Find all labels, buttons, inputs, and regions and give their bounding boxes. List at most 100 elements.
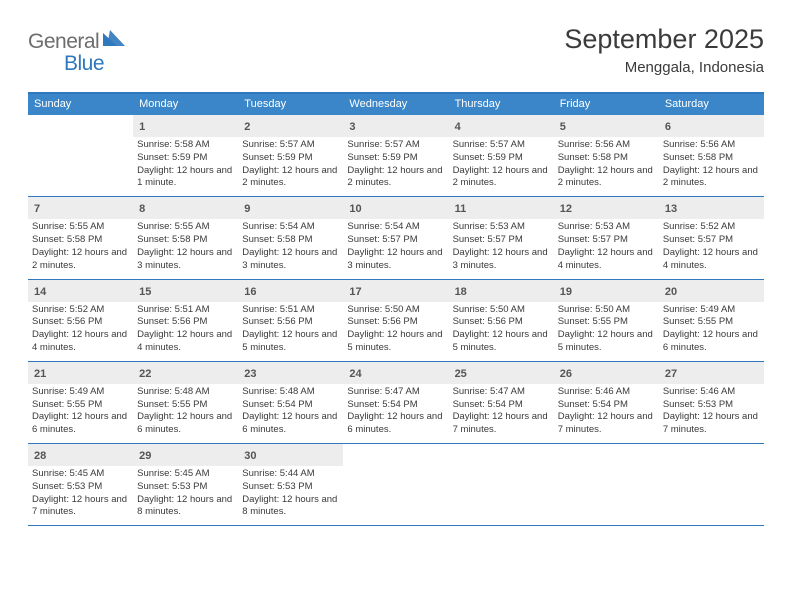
calendar-body: 1 Sunrise: 5:58 AM Sunset: 5:59 PM Daylight…	[28, 115, 764, 526]
calendar-day: 7Sunrise: 5:55 AMSunset: 5:58 PMDaylight…	[28, 197, 133, 278]
day-number	[455, 450, 458, 462]
day-number: 24	[349, 368, 361, 380]
sunrise-line: Sunrise: 5:54 AM	[347, 221, 444, 234]
sunrise-line: Sunrise: 5:48 AM	[137, 386, 234, 399]
calendar-week: 28Sunrise: 5:45 AMSunset: 5:53 PMDayligh…	[28, 444, 764, 526]
weekday-header: Monday	[133, 94, 238, 115]
daylight-line: Daylight: 12 hours and 7 minutes.	[453, 411, 550, 437]
daylight-line: Daylight: 12 hours and 3 minutes.	[453, 247, 550, 273]
sunset-line: Sunset: 5:56 PM	[453, 316, 550, 329]
daylight-line: Daylight: 12 hours and 4 minutes.	[663, 247, 760, 273]
calendar-day: 27Sunrise: 5:46 AMSunset: 5:53 PMDayligh…	[659, 362, 764, 443]
sunset-line: Sunset: 5:57 PM	[453, 234, 550, 247]
calendar-day-empty	[449, 444, 554, 525]
sunrise-line: Sunrise: 5:56 AM	[558, 139, 655, 152]
day-number: 17	[349, 286, 361, 298]
sunset-line: Sunset: 5:53 PM	[137, 481, 234, 494]
calendar-day: 24 Sunrise: 5:47 AMSunset: 5:54 PMDayligh…	[343, 362, 448, 443]
daylight-line: Daylight: 12 hours and 2 minutes.	[242, 165, 339, 191]
day-number-row: 10	[343, 197, 448, 219]
daylight-line: Daylight: 12 hours and 6 minutes.	[347, 411, 444, 437]
sunset-line: Sunset: 5:57 PM	[347, 234, 444, 247]
day-number: 2	[244, 121, 250, 133]
calendar-day: 4Sunrise: 5:57 AMSunset: 5:59 PMDaylight…	[449, 115, 554, 196]
calendar-day: 28Sunrise: 5:45 AMSunset: 5:53 PMDayligh…	[28, 444, 133, 525]
sunrise-line: Sunrise: 5:50 AM	[558, 304, 655, 317]
day-number-row: 8	[133, 197, 238, 219]
daylight-line: Daylight: 12 hours and 3 minutes.	[137, 247, 234, 273]
sunrise-line: Sunrise: 5:51 AM	[242, 304, 339, 317]
sunset-line: Sunset: 5:56 PM	[137, 316, 234, 329]
daylight-line: Daylight: 12 hours and 1 minute.	[137, 165, 234, 191]
day-number-row: 29	[133, 444, 238, 466]
calendar-day: 5Sunrise: 5:56 AMSunset: 5:58 PMDaylight…	[554, 115, 659, 196]
day-number: 10	[349, 203, 361, 215]
calendar-day: 25Sunrise: 5:47 AMSunset: 5:54 PMDayligh…	[449, 362, 554, 443]
day-number: 20	[665, 286, 677, 298]
calendar-day: 16Sunrise: 5:51 AMSunset: 5:56 PMDayligh…	[238, 280, 343, 361]
sunrise-line: Sunrise: 5:46 AM	[663, 386, 760, 399]
day-number-row: 5	[554, 115, 659, 137]
sunrise-line: Sunrise: 5:53 AM	[453, 221, 550, 234]
calendar-day: 22Sunrise: 5:48 AMSunset: 5:55 PMDayligh…	[133, 362, 238, 443]
day-number-row: 6	[659, 115, 764, 137]
daylight-line: Daylight: 12 hours and 4 minutes.	[558, 247, 655, 273]
sunset-line: Sunset: 5:53 PM	[663, 399, 760, 412]
sunset-line: Sunset: 5:54 PM	[347, 399, 444, 412]
sunset-line: Sunset: 5:56 PM	[347, 316, 444, 329]
day-number-row: 30	[238, 444, 343, 466]
day-number: 22	[139, 368, 151, 380]
page-subtitle: Menggala, Indonesia	[564, 59, 764, 76]
calendar-day: 21Sunrise: 5:49 AMSunset: 5:55 PMDayligh…	[28, 362, 133, 443]
daylight-line: Daylight: 12 hours and 5 minutes.	[242, 329, 339, 355]
sunrise-line: Sunrise: 5:54 AM	[242, 221, 339, 234]
calendar-week: 1 Sunrise: 5:58 AM Sunset: 5:59 PM Daylight…	[28, 115, 764, 197]
sunrise-line: Sunrise: 5:52 AM	[663, 221, 760, 234]
calendar-day: 8Sunrise: 5:55 AMSunset: 5:58 PMDaylight…	[133, 197, 238, 278]
sunrise-line: Sunrise: 5:55 AM	[32, 221, 129, 234]
day-number: 21	[34, 368, 46, 380]
day-number	[665, 450, 668, 462]
day-number: 7	[34, 203, 40, 215]
day-number: 13	[665, 203, 677, 215]
sunset-line: Sunset: 5:59 PM	[453, 152, 550, 165]
sunset-line: Sunset: 5:55 PM	[32, 399, 129, 412]
calendar-day: 13Sunrise: 5:52 AMSunset: 5:57 PMDayligh…	[659, 197, 764, 278]
day-number-row	[343, 444, 448, 466]
day-number-row: 22	[133, 362, 238, 384]
day-number-row	[659, 444, 764, 466]
title-block: September 2025 Menggala, Indonesia	[564, 24, 764, 76]
daylight-line: Daylight: 12 hours and 2 minutes.	[558, 165, 655, 191]
daylight-line: Daylight: 12 hours and 8 minutes.	[242, 494, 339, 520]
sunrise-line: Sunrise: 5:56 AM	[663, 139, 760, 152]
day-number: 19	[560, 286, 572, 298]
sunset-line: Sunset: 5:53 PM	[32, 481, 129, 494]
sunrise-line: Sunrise: 5:45 AM	[137, 468, 234, 481]
calendar-day-empty	[343, 444, 448, 525]
day-number-row: 15	[133, 280, 238, 302]
calendar-day: 15Sunrise: 5:51 AMSunset: 5:56 PMDayligh…	[133, 280, 238, 361]
sunrise-line: Sunrise: 5:47 AM	[347, 386, 444, 399]
day-number-row: 13	[659, 197, 764, 219]
sunrise-line: Sunrise: 5:49 AM	[32, 386, 129, 399]
day-number: 3	[349, 121, 355, 133]
day-number-row: 1	[133, 115, 238, 137]
weekday-header: Saturday	[659, 94, 764, 115]
daylight-line: Daylight: 12 hours and 7 minutes.	[32, 494, 129, 520]
sunrise-line: Sunrise: 5:58 AM	[137, 139, 234, 152]
calendar-day: 30Sunrise: 5:44 AMSunset: 5:53 PMDayligh…	[238, 444, 343, 525]
sunrise-line: Sunrise: 5:45 AM	[32, 468, 129, 481]
sunrise-line: Sunrise: 5:47 AM	[453, 386, 550, 399]
calendar-day: 2Sunrise: 5:57 AMSunset: 5:59 PMDaylight…	[238, 115, 343, 196]
day-number-row: 17	[343, 280, 448, 302]
calendar-week: 7 Sunrise: 5:55 AM Sunset: 5:58 PM Daylight…	[28, 197, 764, 279]
day-number: 26	[560, 368, 572, 380]
sunrise-line: Sunrise: 5:55 AM	[137, 221, 234, 234]
calendar-day: 23Sunrise: 5:48 AMSunset: 5:54 PMDayligh…	[238, 362, 343, 443]
sunset-line: Sunset: 5:56 PM	[242, 316, 339, 329]
day-number: 9	[244, 203, 250, 215]
daylight-line: Daylight: 12 hours and 5 minutes.	[347, 329, 444, 355]
daylight-line: Daylight: 12 hours and 8 minutes.	[137, 494, 234, 520]
weekday-header: Wednesday	[343, 94, 448, 115]
sunset-line: Sunset: 5:58 PM	[242, 234, 339, 247]
